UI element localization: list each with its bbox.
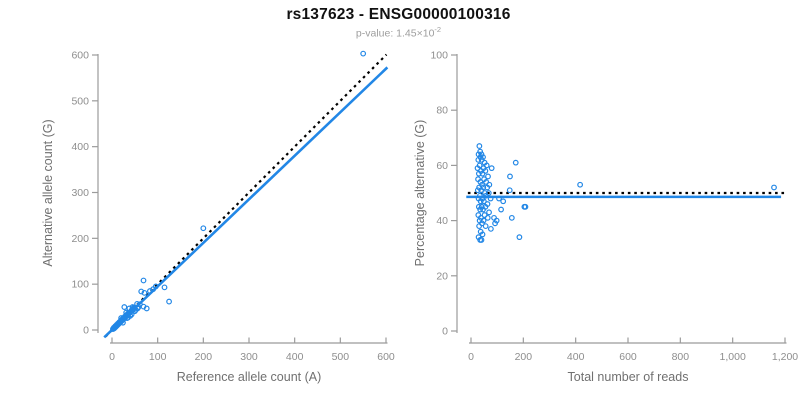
right-y-axis-label: Percentage alternative (G) — [413, 120, 427, 267]
data-point — [488, 165, 495, 172]
y-tick-label: 100 — [430, 50, 448, 62]
data-point — [771, 184, 777, 191]
data-point — [475, 203, 482, 210]
data-point — [152, 283, 159, 290]
regression-line — [103, 66, 389, 339]
x-tick-label: 600 — [619, 351, 637, 363]
data-point — [481, 190, 488, 196]
left-x-axis-label: Reference allele count (A) — [177, 370, 322, 384]
data-point — [485, 173, 491, 180]
y-tick-label: 300 — [71, 187, 89, 199]
data-point — [506, 187, 513, 194]
data-point — [128, 311, 135, 318]
data-point — [482, 223, 489, 230]
y-tick-label: 80 — [436, 105, 448, 117]
y-tick-label: 200 — [71, 233, 89, 245]
data-point — [480, 206, 486, 213]
data-point — [161, 284, 168, 291]
y-tick-label: 400 — [71, 141, 89, 153]
y-tick-label: 100 — [71, 279, 89, 291]
data-point — [475, 170, 482, 177]
data-point — [507, 173, 513, 180]
x-tick-label: 500 — [332, 351, 350, 363]
data-point — [118, 315, 125, 321]
data-point — [479, 231, 486, 238]
data-point — [483, 192, 489, 199]
x-tick-label: 0 — [468, 351, 474, 363]
data-point — [500, 198, 507, 205]
data-point — [486, 209, 492, 216]
x-tick-label: 800 — [672, 351, 690, 363]
data-point — [200, 225, 207, 232]
x-tick-label: 100 — [149, 351, 167, 363]
left-y-axis-label: Alternative allele count (G) — [41, 119, 55, 266]
data-point — [123, 309, 130, 316]
y-tick-label: 600 — [71, 50, 89, 62]
right-scatter-plot: 0 200 400 600 800 1,000 1,200 0 20 40 60 80 100 — [430, 50, 798, 364]
data-point — [474, 165, 481, 172]
y-tick-label: 0 — [442, 326, 448, 338]
y-tick-label: 20 — [436, 270, 448, 282]
data-point — [484, 214, 491, 221]
data-point — [476, 223, 483, 230]
data-point — [477, 198, 484, 205]
data-point — [479, 170, 486, 177]
data-point — [476, 143, 483, 149]
data-point — [143, 305, 150, 312]
x-tick-label: 200 — [515, 351, 533, 363]
x-tick-label: 200 — [195, 351, 213, 363]
x-tick-label: 1,000 — [720, 351, 746, 363]
p-value-exponent: -2 — [434, 25, 442, 34]
y-tick-label: 60 — [436, 160, 448, 172]
x-tick-label: 400 — [286, 351, 304, 363]
data-point — [487, 195, 494, 202]
data-point — [492, 220, 498, 227]
data-point — [477, 206, 484, 213]
data-point — [577, 181, 584, 188]
x-tick-label: 400 — [567, 351, 585, 363]
figure-subtitle: p-value: 1.45×10-2 — [0, 25, 797, 40]
data-point — [120, 319, 126, 326]
data-point — [127, 312, 134, 319]
x-tick-label: 300 — [240, 351, 258, 363]
data-point — [480, 198, 487, 205]
p-value-text: p-value: 1.45×10 — [355, 27, 435, 40]
x-tick-label: 0 — [109, 351, 115, 363]
x-tick-label: 600 — [377, 351, 395, 363]
data-point — [138, 288, 145, 295]
data-point — [360, 50, 367, 57]
data-point — [508, 214, 515, 221]
data-point — [480, 154, 486, 161]
data-point — [498, 206, 504, 213]
data-point — [140, 277, 147, 284]
data-point — [475, 156, 482, 163]
data-point — [516, 234, 523, 241]
figure-title: rs137623 - ENSG00000100316 — [286, 6, 511, 23]
y-tick-label: 40 — [436, 215, 448, 227]
data-point — [474, 187, 481, 194]
y-tick-label: 0 — [83, 325, 89, 337]
data-point — [484, 184, 491, 191]
data-point — [487, 225, 494, 232]
left-scatter-plot: 0 100 200 300 400 500 600 0 100 200 300 400 500 600 — [71, 50, 394, 364]
data-point — [121, 304, 128, 310]
right-x-axis-label: Total number of reads — [568, 370, 689, 384]
data-point — [141, 289, 148, 296]
x-tick-label: 1,200 — [772, 351, 798, 363]
data-point — [166, 298, 172, 305]
y-tick-label: 500 — [71, 95, 89, 107]
data-point — [496, 195, 502, 202]
data-point — [522, 203, 529, 210]
data-point — [478, 187, 485, 194]
data-point — [512, 159, 519, 166]
data-point — [478, 237, 485, 243]
identity-line — [104, 53, 388, 338]
